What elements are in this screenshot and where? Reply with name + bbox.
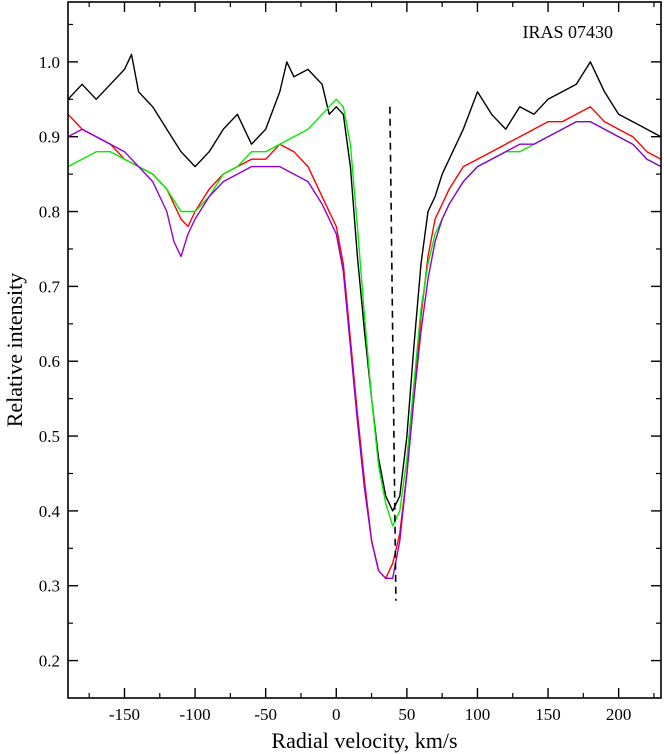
x-tick-label: -150 [109,705,140,724]
y-axis-label: Relative intensity [2,273,27,428]
x-tick-label: -100 [179,705,210,724]
y-tick-label: 0.6 [39,352,60,371]
reference-dashed-line [389,106,397,601]
y-tick-label: 0.9 [39,128,60,147]
x-tick-label: 200 [606,705,632,724]
x-tick-label: 100 [465,705,491,724]
y-tick-label: 0.8 [39,203,60,222]
x-tick-label: 50 [398,705,415,724]
y-tick-label: 1.0 [39,53,60,72]
y-axis-ticks: 0.2 0.3 0.4 0.5 0.6 0.7 0.8 0.9 1.0 [39,23,661,671]
y-tick-label: 0.7 [39,277,61,296]
y-tick-label: 0.2 [39,652,60,671]
x-tick-label: 150 [535,705,561,724]
series-line-4 [67,120,662,579]
y-tick-label: 0.4 [39,502,61,521]
y-tick-label: 0.3 [39,577,60,596]
series-line-1 [67,53,662,512]
x-tick-label: -50 [254,705,277,724]
series-line-2 [67,106,662,579]
plot-frame [67,1,662,699]
x-tick-label: 0 [332,705,341,724]
x-axis-ticks: -150 -100 -50 0 50 100 150 200 [88,2,655,724]
chart-annotation: IRAS 07430 [522,22,613,42]
x-axis-label: Radial velocity, km/s [271,728,457,753]
y-tick-label: 0.5 [39,427,60,446]
series-line-3 [67,98,662,527]
series-group [67,53,662,579]
